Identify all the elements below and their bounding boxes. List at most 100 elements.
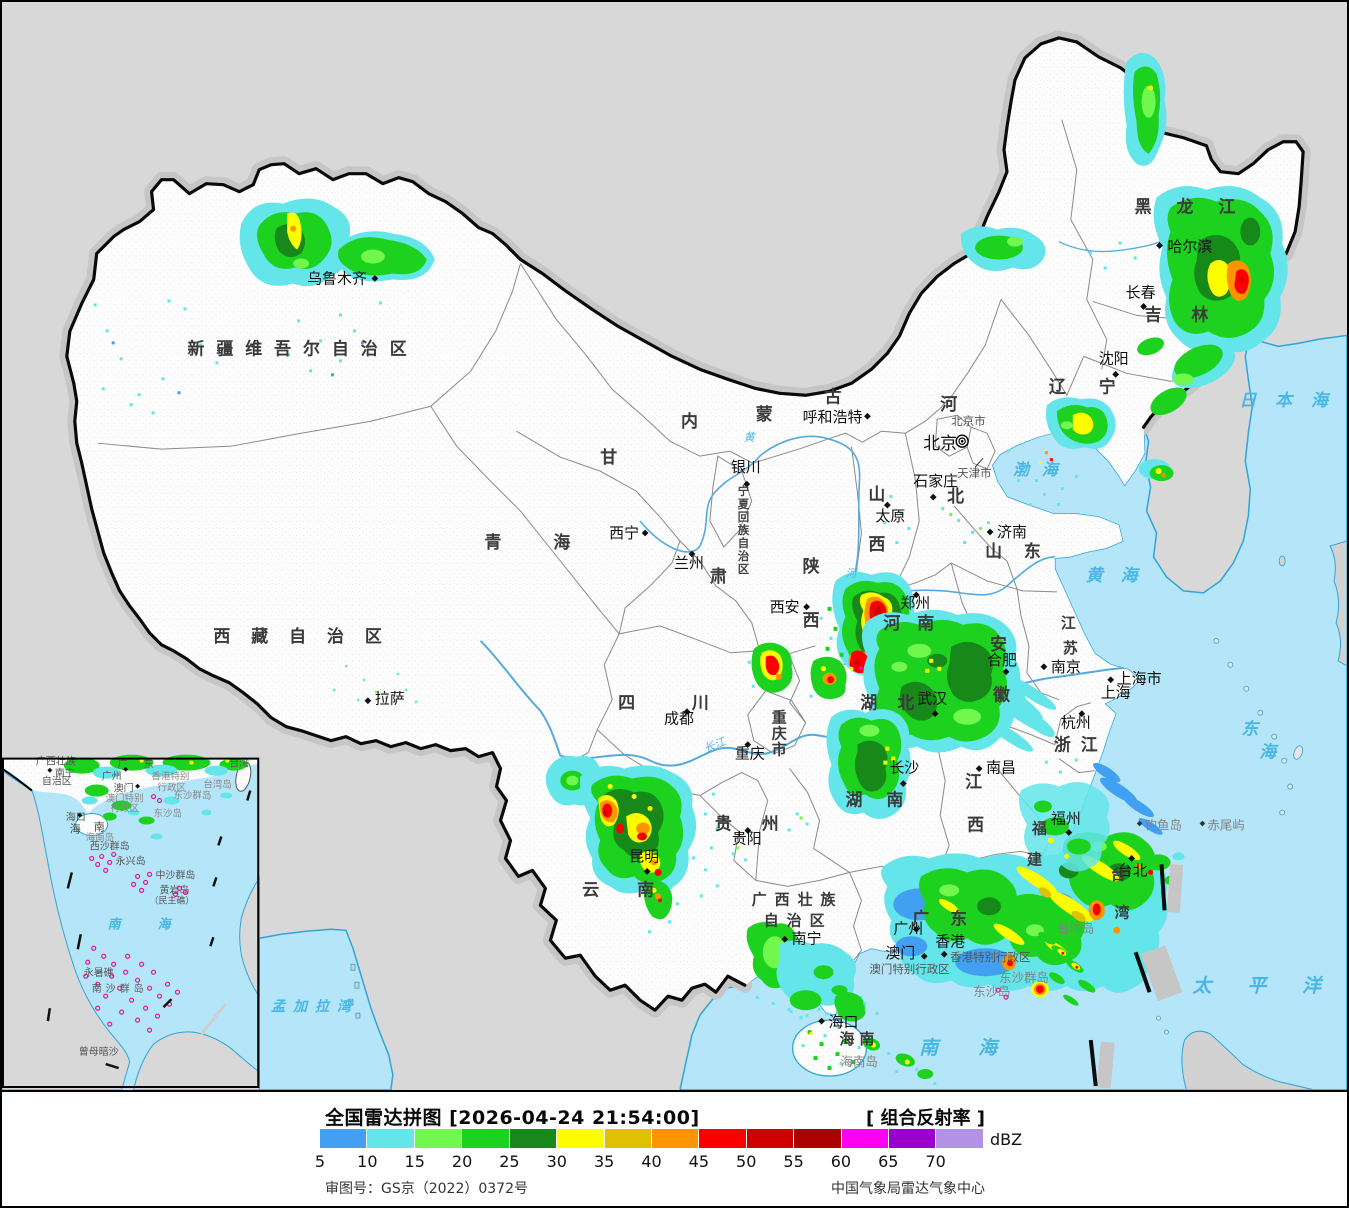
svg-text:市: 市 [772, 741, 787, 759]
colorbar-cell-70 [936, 1129, 983, 1148]
inset-label-hainan-1: 海 [70, 821, 81, 835]
city-label-jinan: 济南 [997, 523, 1027, 541]
city-label-kunming: 昆明 [629, 847, 659, 865]
city-label-chengdu: 成都 [664, 710, 694, 728]
sea-label-donghai-1: 东 [1241, 719, 1260, 739]
colorbar-cell-45 [699, 1129, 746, 1148]
colorbar-cell-50 [746, 1129, 794, 1148]
sea-labels: 渤海 黄海 日本海 东 海 太平洋 南海 孟加拉湾 黄 河 长江 [271, 390, 1347, 1059]
inset-label-nanhai-1: 南 [108, 916, 123, 932]
city-label-changsha: 长沙 [889, 759, 919, 777]
city-label-haerbin: 哈尔滨 [1168, 238, 1213, 256]
province-label-taiwan-1: 台 [1111, 865, 1126, 883]
echo-yunnan [545, 755, 719, 934]
adm-label-aomente: 澳门特别行政区 [869, 962, 949, 976]
sea-label-nanhai: 南海 [919, 1037, 1037, 1059]
dbz-colorbar [320, 1129, 983, 1148]
agency-label: 中国气象局雷达气象中心 [831, 1181, 985, 1197]
echo-hainan [787, 990, 937, 1086]
island-label-diaoyu: 钓鱼岛 [1145, 817, 1182, 832]
sea-label-taipingyang: 太平洋 [1191, 975, 1347, 997]
city-label-xian: 西安 [770, 598, 800, 616]
sea-label-mengjialawan: 孟加拉湾 [271, 998, 359, 1015]
inset-label-haikou: 海口 [66, 810, 86, 823]
city-label-guiyang: 贵阳 [732, 829, 762, 847]
map-area: 哈尔滨 长春 沈阳 乌鲁木齐 呼和浩特 北京 北京市 天津市 石家庄 太原 济南… [2, 2, 1347, 1092]
echo-guangxi [746, 922, 863, 1018]
inset-label-zengmu: 曾母暗沙 [79, 1045, 119, 1058]
province-label-guangxi-1: 广西壮族 [752, 890, 844, 908]
sea-label-bohai: 渤海 [1013, 460, 1071, 479]
province-label-hebei-1: 河 [940, 394, 957, 414]
city-label-shenyang: 沈阳 [1099, 349, 1129, 367]
adm-label-xianggangte: 香港特别行政区 [950, 950, 1030, 964]
inset-label-yongxing: 永兴岛 [116, 854, 146, 867]
sea-label-huanghai: 黄海 [1086, 565, 1156, 585]
colorbar-cell-55 [794, 1129, 841, 1148]
city-label-beijing: 北京 [923, 433, 957, 453]
province-label-jiangsu-2: 苏 [1063, 639, 1078, 657]
province-label-neimenggu-2: 蒙 [756, 404, 773, 424]
inset-label-yongshu: 永暑礁 [84, 966, 114, 979]
colorbar-cell-30 [557, 1129, 604, 1148]
inset-label-aomente: 澳门特别 [106, 793, 144, 805]
colorbar-cell-10 [367, 1129, 414, 1148]
inset-label-nansha: 南沙群岛 [92, 982, 148, 995]
dbz-tick-labels: 5 10 15 20 25 30 35 40 45 50 55 60 65 70 [315, 1152, 983, 1172]
map-title: 全国雷达拼图 [2026-04-24 21:54:00] [325, 1107, 700, 1129]
inset-label-guangzhou: 广州 [102, 771, 122, 783]
inset-label-zhongsha: 中沙群岛 [156, 868, 196, 881]
city-label-wuhan: 武汉 [917, 690, 947, 708]
province-label-sichuan: 四川 [618, 693, 766, 713]
colorbar-tick-70: 70 [925, 1152, 946, 1171]
city-label-haikou: 海口 [829, 1013, 859, 1031]
colorbar-cell-65 [889, 1129, 936, 1148]
city-label-fuzhou: 福州 [1051, 809, 1081, 827]
svg-text:区: 区 [738, 562, 750, 576]
colorbar-cell-25 [509, 1129, 557, 1148]
echo-shaanxi [747, 642, 847, 700]
city-label-wulumuqi: 乌鲁木齐 [307, 269, 367, 287]
province-label-anhui-2: 徽 [992, 685, 1011, 705]
province-label-jiangxi-1: 江 [965, 772, 982, 792]
inset-label-guangxi-2: 自治区 [42, 775, 72, 788]
province-label-zhejiang: 浙江 [1054, 735, 1108, 755]
colorbar-cell-35 [604, 1129, 651, 1148]
city-label-changchun: 长春 [1126, 283, 1156, 301]
province-label-ningxia: 宁 夏 回 族 自 治 区 [738, 484, 750, 576]
province-labels: 黑龙江 吉林 辽宁 内 蒙 古 新疆维吾尔自治区 西藏自治区 青海 甘 肃 宁 … [187, 197, 1239, 1048]
province-label-jilin: 吉林 [1145, 304, 1239, 324]
city-label-hefei: 合肥 [987, 651, 1017, 669]
china-radar-map: 哈尔滨 长春 沈阳 乌鲁木齐 呼和浩特 北京 北京市 天津市 石家庄 太原 济南… [2, 2, 1347, 1090]
province-label-shanxi-1: 山 [868, 484, 885, 504]
city-label-yinchuan: 银川 [731, 458, 761, 476]
city-label-nanchang: 南昌 [986, 759, 1016, 777]
colorbar-tick-45: 45 [688, 1152, 710, 1171]
colorbar-tick-5: 5 [314, 1152, 326, 1171]
island-label-hainandao: 海南岛 [841, 1054, 878, 1069]
city-label-taiyuan: 太原 [875, 507, 905, 525]
province-label-shanxi-2: 西 [868, 534, 885, 554]
inset-label-xingzhengqu-1: 行政区 [158, 782, 187, 794]
inset-label-taiwan: 台湾 [229, 757, 249, 770]
inset-label-hainan-2: 南 [94, 820, 105, 833]
province-label-henan: 河南 [883, 613, 951, 633]
sea-label-donghai-2: 海 [1259, 742, 1279, 762]
svg-text:回: 回 [738, 510, 749, 524]
echo-north-china [883, 495, 1005, 545]
city-label-lasa: 拉萨 [375, 690, 405, 708]
province-label-xinjiang: 新疆维吾尔自治区 [187, 338, 418, 358]
echo-xinjiang [93, 198, 435, 415]
inset-label-guangxi-1: 广西壮族 [36, 755, 76, 768]
colorbar-cell-60 [841, 1129, 889, 1148]
inset-label-xisha: 西沙群岛 [90, 839, 130, 852]
adm-label-tianjinshi: 天津市 [957, 466, 991, 480]
province-label-hunan: 湖南 [845, 790, 927, 810]
city-label-huhehaote: 呼和浩特 [803, 408, 863, 426]
province-label-anhui-1: 安 [990, 634, 1007, 654]
colorbar-tick-40: 40 [641, 1152, 662, 1171]
province-label-hubei: 湖北 [860, 693, 934, 713]
inset-label-aomen: 澳门 [114, 782, 134, 795]
echo-hunan [826, 709, 911, 820]
inset-label-dongshaqundao: 东沙群岛 [173, 790, 211, 802]
